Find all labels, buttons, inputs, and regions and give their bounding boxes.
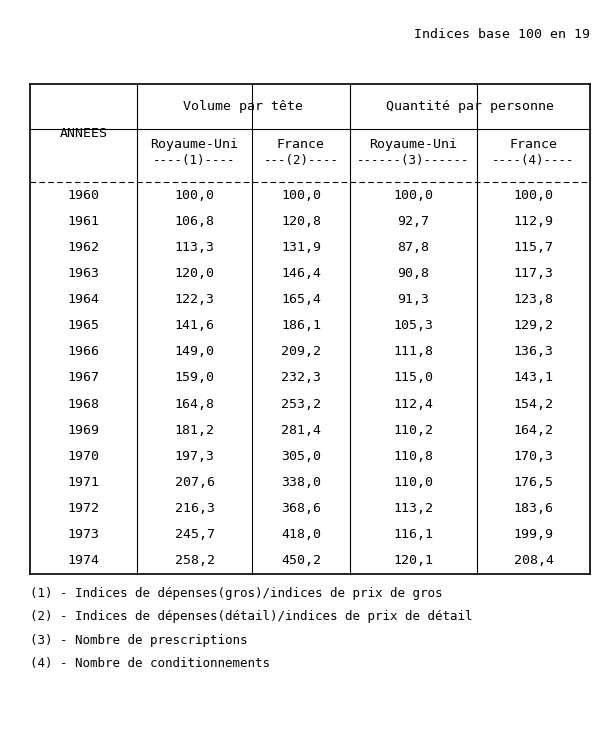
Text: ----(1)----: ----(1)----	[153, 154, 236, 167]
Text: 1972: 1972	[67, 502, 100, 515]
Text: 1962: 1962	[67, 240, 100, 254]
Text: 100,0: 100,0	[514, 189, 553, 202]
Text: 208,4: 208,4	[514, 554, 553, 567]
Text: 1967: 1967	[67, 371, 100, 385]
Text: 120,1: 120,1	[393, 554, 434, 567]
Text: 281,4: 281,4	[281, 424, 321, 436]
Text: 1970: 1970	[67, 450, 100, 463]
Text: 141,6: 141,6	[174, 319, 215, 332]
Text: 120,0: 120,0	[174, 267, 215, 280]
Text: 106,8: 106,8	[174, 215, 215, 227]
Text: 154,2: 154,2	[514, 398, 553, 411]
Text: 159,0: 159,0	[174, 371, 215, 385]
Text: 1969: 1969	[67, 424, 100, 436]
Text: 183,6: 183,6	[514, 502, 553, 515]
Text: 111,8: 111,8	[393, 345, 434, 358]
Text: Royaume-Uni: Royaume-Uni	[370, 137, 457, 151]
Text: 122,3: 122,3	[174, 293, 215, 306]
Text: 115,7: 115,7	[514, 240, 553, 254]
Text: 450,2: 450,2	[281, 554, 321, 567]
Text: Volume par tête: Volume par tête	[183, 100, 303, 113]
Text: 1960: 1960	[67, 189, 100, 202]
Text: 368,6: 368,6	[281, 502, 321, 515]
Text: 90,8: 90,8	[398, 267, 429, 280]
Text: 305,0: 305,0	[281, 450, 321, 463]
Text: 123,8: 123,8	[514, 293, 553, 306]
Text: (3) - Nombre de prescriptions: (3) - Nombre de prescriptions	[30, 634, 248, 647]
Text: Quantité par personne: Quantité par personne	[385, 100, 554, 113]
Text: (1) - Indices de dépenses(gros)/indices de prix de gros: (1) - Indices de dépenses(gros)/indices …	[30, 587, 443, 600]
Text: 245,7: 245,7	[174, 529, 215, 541]
Text: 197,3: 197,3	[174, 450, 215, 463]
Text: 1961: 1961	[67, 215, 100, 227]
Text: 165,4: 165,4	[281, 293, 321, 306]
Text: ----(4)----: ----(4)----	[492, 154, 575, 167]
Text: 216,3: 216,3	[174, 502, 215, 515]
Text: ANNEES: ANNEES	[60, 126, 108, 140]
Text: 338,0: 338,0	[281, 476, 321, 489]
Text: 1966: 1966	[67, 345, 100, 358]
Text: 186,1: 186,1	[281, 319, 321, 332]
Text: 181,2: 181,2	[174, 424, 215, 436]
Text: 116,1: 116,1	[393, 529, 434, 541]
Text: 113,3: 113,3	[174, 240, 215, 254]
Text: 170,3: 170,3	[514, 450, 553, 463]
Text: 100,0: 100,0	[174, 189, 215, 202]
Text: 1963: 1963	[67, 267, 100, 280]
Text: 112,4: 112,4	[393, 398, 434, 411]
Text: 1968: 1968	[67, 398, 100, 411]
Text: 110,8: 110,8	[393, 450, 434, 463]
Text: 113,2: 113,2	[393, 502, 434, 515]
Text: 92,7: 92,7	[398, 215, 429, 227]
Text: (2) - Indices de dépenses(détail)/indices de prix de détail: (2) - Indices de dépenses(détail)/indice…	[30, 610, 473, 624]
Text: 110,0: 110,0	[393, 476, 434, 489]
Text: Indices base 100 en 19: Indices base 100 en 19	[414, 28, 590, 41]
Text: 87,8: 87,8	[398, 240, 429, 254]
Text: 1965: 1965	[67, 319, 100, 332]
Text: 129,2: 129,2	[514, 319, 553, 332]
Text: 199,9: 199,9	[514, 529, 553, 541]
Text: 258,2: 258,2	[174, 554, 215, 567]
Text: 105,3: 105,3	[393, 319, 434, 332]
Text: France: France	[277, 137, 325, 151]
Text: 1974: 1974	[67, 554, 100, 567]
Text: 232,3: 232,3	[281, 371, 321, 385]
Text: 149,0: 149,0	[174, 345, 215, 358]
Text: 1964: 1964	[67, 293, 100, 306]
Text: 146,4: 146,4	[281, 267, 321, 280]
Text: ---(2)----: ---(2)----	[263, 154, 339, 167]
Text: (4) - Nombre de conditionnements: (4) - Nombre de conditionnements	[30, 657, 271, 670]
Text: 164,8: 164,8	[174, 398, 215, 411]
Text: 418,0: 418,0	[281, 529, 321, 541]
Text: 164,2: 164,2	[514, 424, 553, 436]
Text: 115,0: 115,0	[393, 371, 434, 385]
Text: 117,3: 117,3	[514, 267, 553, 280]
Text: Royaume-Uni: Royaume-Uni	[151, 137, 238, 151]
Text: 209,2: 209,2	[281, 345, 321, 358]
Text: 1973: 1973	[67, 529, 100, 541]
Text: 112,9: 112,9	[514, 215, 553, 227]
Text: 136,3: 136,3	[514, 345, 553, 358]
Text: France: France	[510, 137, 558, 151]
Text: ------(3)------: ------(3)------	[357, 154, 470, 167]
Text: 131,9: 131,9	[281, 240, 321, 254]
Text: 207,6: 207,6	[174, 476, 215, 489]
Text: 100,0: 100,0	[281, 189, 321, 202]
Text: 120,8: 120,8	[281, 215, 321, 227]
Text: 176,5: 176,5	[514, 476, 553, 489]
Text: 100,0: 100,0	[393, 189, 434, 202]
Text: 110,2: 110,2	[393, 424, 434, 436]
Text: 253,2: 253,2	[281, 398, 321, 411]
Text: 91,3: 91,3	[398, 293, 429, 306]
Text: 143,1: 143,1	[514, 371, 553, 385]
Text: 1971: 1971	[67, 476, 100, 489]
